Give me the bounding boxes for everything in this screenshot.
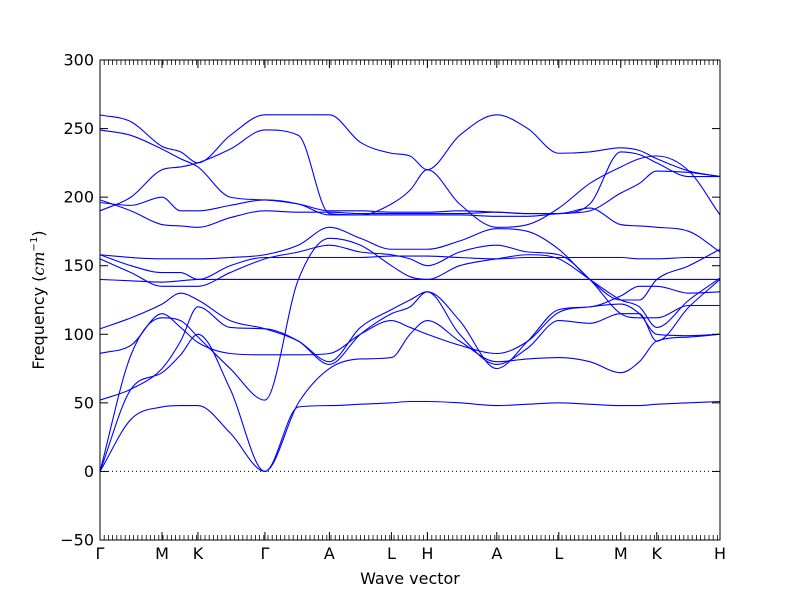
phonon-branch-5	[99, 303, 721, 356]
x-tick-label: K	[652, 544, 663, 563]
phonon-branch-12	[99, 170, 721, 217]
y-axis-label-main: Frequency (	[29, 276, 48, 370]
phonon-branch-9	[99, 254, 720, 280]
y-tick-label: 0	[84, 462, 94, 481]
plot-frame	[99, 59, 721, 541]
y-axis-label-unit: cm	[29, 251, 48, 275]
phonon-branch-14	[99, 129, 720, 215]
phonon-branch-11	[99, 199, 721, 253]
y-axis-label-exp: −1	[29, 237, 40, 252]
y-tick-label: −50	[60, 531, 94, 550]
y-tick-label: 50	[74, 393, 94, 412]
y-tick-label: 200	[63, 188, 94, 207]
y-tick-label: 250	[63, 119, 94, 138]
x-axis-label: Wave vector	[360, 569, 460, 588]
x-tick-label: L	[387, 544, 396, 563]
x-tick-label: A	[491, 544, 502, 563]
minor-tick-layer	[99, 60, 718, 540]
phonon-branch-4	[99, 279, 721, 401]
phonon-branch-3	[99, 237, 721, 472]
x-tick-label: M	[614, 544, 628, 563]
y-tick-label: 150	[63, 256, 94, 275]
y-axis-label: Frequency (cm−1)	[29, 230, 48, 369]
phonon-branch-7	[99, 278, 720, 283]
phonon-branch-6	[99, 285, 721, 370]
x-tick-label: L	[554, 544, 563, 563]
y-tick-label: 100	[63, 325, 94, 344]
x-tick-label: H	[714, 544, 726, 563]
label-layer: −50 0 50 100 150 200 250 300 Γ M K Γ A L H A L M K H	[60, 51, 726, 564]
x-tick-label: K	[193, 544, 204, 563]
phonon-branch-8	[99, 244, 720, 319]
phonon-branch-2	[99, 320, 721, 472]
x-tick-label: M	[155, 544, 169, 563]
y-tick-label: 300	[63, 51, 94, 70]
x-tick-label: H	[421, 544, 433, 563]
series-layer	[99, 114, 721, 472]
phonon-branch-1	[99, 400, 721, 472]
phonon-branch-15	[99, 114, 721, 178]
phonon-branch-10	[99, 226, 721, 301]
x-tick-label: Γ	[96, 544, 105, 563]
x-tick-label: A	[324, 544, 335, 563]
x-tick-label: Γ	[260, 544, 269, 563]
y-axis-label-close: )	[29, 230, 48, 236]
